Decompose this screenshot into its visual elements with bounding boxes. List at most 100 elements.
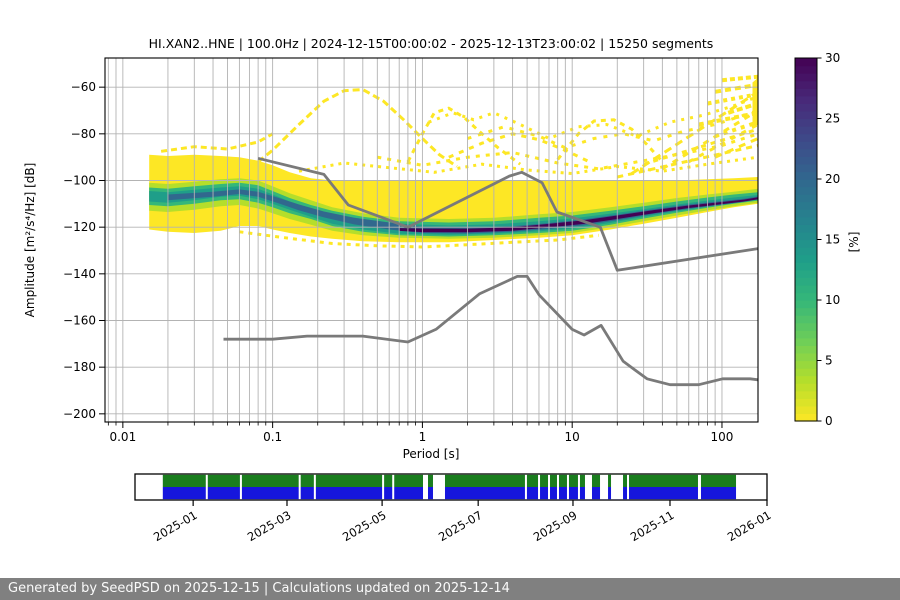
y-tick-label: −60 bbox=[71, 80, 96, 94]
timeline-gap bbox=[697, 474, 701, 500]
timeline-gap bbox=[577, 474, 580, 500]
speckle-line bbox=[377, 132, 759, 171]
x-tick-label: 10 bbox=[565, 430, 580, 444]
speckle-line bbox=[714, 120, 759, 139]
colorbar-segment bbox=[795, 300, 817, 309]
colorbar-segment bbox=[795, 80, 817, 89]
timeline-tick-label: 2025-07 bbox=[436, 508, 485, 544]
colorbar-segment bbox=[795, 337, 817, 346]
colorbar-segment bbox=[795, 284, 817, 294]
density-band bbox=[149, 186, 758, 235]
speckle-line bbox=[616, 144, 759, 179]
colorbar-segment bbox=[795, 118, 817, 127]
speckle-line bbox=[248, 87, 458, 170]
colorbar-tick-label: 5 bbox=[825, 354, 833, 368]
colorbar-segment bbox=[795, 322, 817, 331]
y-tick-label: −160 bbox=[63, 314, 96, 328]
timeline-gap bbox=[423, 474, 429, 500]
x-tick-label: 0.01 bbox=[109, 430, 136, 444]
footer-text: Generated by SeedPSD on 2025-12-15 | Cal… bbox=[8, 581, 510, 596]
colorbar-segment bbox=[795, 201, 817, 210]
colorbar-segment bbox=[795, 390, 817, 399]
colorbar-segment bbox=[795, 413, 817, 422]
speckle-line bbox=[687, 123, 759, 164]
colorbar-segment bbox=[795, 58, 817, 67]
density-band bbox=[399, 197, 758, 233]
colorbar-segment bbox=[795, 239, 817, 248]
ppsd-density-bands bbox=[149, 77, 758, 243]
nlnm-line bbox=[223, 274, 759, 387]
coverage-timeline: 2025-01 2025-03 2025-05 2025-07 2025-09 2025-… bbox=[134, 473, 774, 544]
colorbar-segment bbox=[795, 156, 817, 165]
x-tick-label: 1 bbox=[419, 430, 427, 444]
y-tick-label: −200 bbox=[63, 407, 96, 421]
timeline-coverage-blue bbox=[162, 487, 737, 500]
colorbar-tick-label: 25 bbox=[825, 112, 840, 126]
plot-title: HI.XAN2..HNE | 100.0Hz | 2024-12-15T00:0… bbox=[149, 36, 714, 51]
colorbar-segment bbox=[795, 247, 817, 256]
colorbar-segment bbox=[795, 352, 817, 362]
x-axis-label: Period [s] bbox=[403, 447, 460, 461]
colorbar-segment bbox=[795, 277, 817, 286]
footer-bar: Generated by SeedPSD on 2025-12-15 | Cal… bbox=[0, 578, 900, 600]
y-tick-label: −120 bbox=[63, 220, 96, 234]
timeline-gap bbox=[239, 474, 242, 500]
timeline-coverage-green bbox=[162, 474, 737, 487]
timeline-gap bbox=[556, 474, 559, 500]
timeline-tick-label: 2025-03 bbox=[245, 508, 294, 544]
y-tick-label: −140 bbox=[63, 267, 96, 281]
speckle-line bbox=[630, 90, 759, 175]
timeline-gap bbox=[205, 474, 208, 500]
y-tick-label: −100 bbox=[63, 174, 96, 188]
speckle-line bbox=[714, 82, 759, 94]
y-axis-label: Amplitude [m²/s⁴/Hz] [dB] bbox=[23, 163, 37, 318]
x-tick-label: 0.1 bbox=[263, 430, 282, 444]
colorbar-segment bbox=[795, 148, 817, 157]
colorbar-segment bbox=[795, 133, 817, 142]
colorbar-segment bbox=[795, 103, 817, 112]
colorbar-segment bbox=[795, 315, 817, 324]
colorbar-segment bbox=[795, 231, 817, 241]
colorbar-segment bbox=[795, 375, 817, 384]
colorbar-segment bbox=[795, 360, 817, 369]
colorbar-segment bbox=[795, 209, 817, 218]
timeline-tick-label: 2025-09 bbox=[531, 508, 580, 544]
colorbar-label: [%] bbox=[847, 232, 861, 253]
colorbar-segment bbox=[795, 224, 817, 233]
timeline-gap bbox=[298, 474, 301, 500]
colorbar-segment bbox=[795, 405, 817, 415]
colorbar-segment bbox=[795, 269, 817, 278]
timeline-gap bbox=[584, 474, 592, 500]
timeline-gap bbox=[627, 474, 630, 500]
colorbar-segment bbox=[795, 330, 817, 339]
plot-axes: 0.01 0.1 1 10 100 −60 −80 −100 −120 −140 −160 −180 −… bbox=[63, 57, 759, 444]
colorbar-segment bbox=[795, 292, 817, 301]
timeline-gap bbox=[432, 474, 445, 500]
colorbar-segment bbox=[795, 368, 817, 377]
colorbar-segment bbox=[795, 171, 817, 180]
speckle-line bbox=[406, 106, 522, 166]
colorbar-segment bbox=[795, 141, 817, 150]
speckle-line bbox=[448, 132, 590, 164]
colorbar-tick-label: 10 bbox=[825, 293, 840, 307]
timeline-gap bbox=[611, 474, 624, 500]
colorbar-segment bbox=[795, 65, 817, 74]
colorbar-tick-label: 0 bbox=[825, 414, 833, 428]
colorbar-segment bbox=[795, 345, 817, 354]
colorbar-segment bbox=[795, 110, 817, 120]
speckle-line bbox=[428, 95, 759, 141]
colorbar-segment bbox=[795, 216, 817, 225]
timeline-gap bbox=[538, 474, 541, 500]
colorbar-tick-label: 15 bbox=[825, 233, 840, 247]
colorbar-tick-label: 30 bbox=[825, 51, 840, 65]
colorbar-segment bbox=[795, 88, 817, 97]
ppsd-plot-svg: 0.01 0.1 1 10 100−60−80−100−120−140−160−180−… bbox=[23, 36, 861, 544]
colorbar: 0 5 10 15 20 25 30 bbox=[794, 51, 840, 428]
speckle-line bbox=[698, 110, 759, 127]
colorbar-tick-label: 20 bbox=[825, 172, 840, 186]
x-tick-label: 100 bbox=[711, 430, 734, 444]
colorbar-segment bbox=[795, 126, 817, 135]
plot-frame bbox=[104, 57, 759, 423]
timeline-gap bbox=[548, 474, 551, 500]
colorbar-segment bbox=[795, 262, 817, 271]
